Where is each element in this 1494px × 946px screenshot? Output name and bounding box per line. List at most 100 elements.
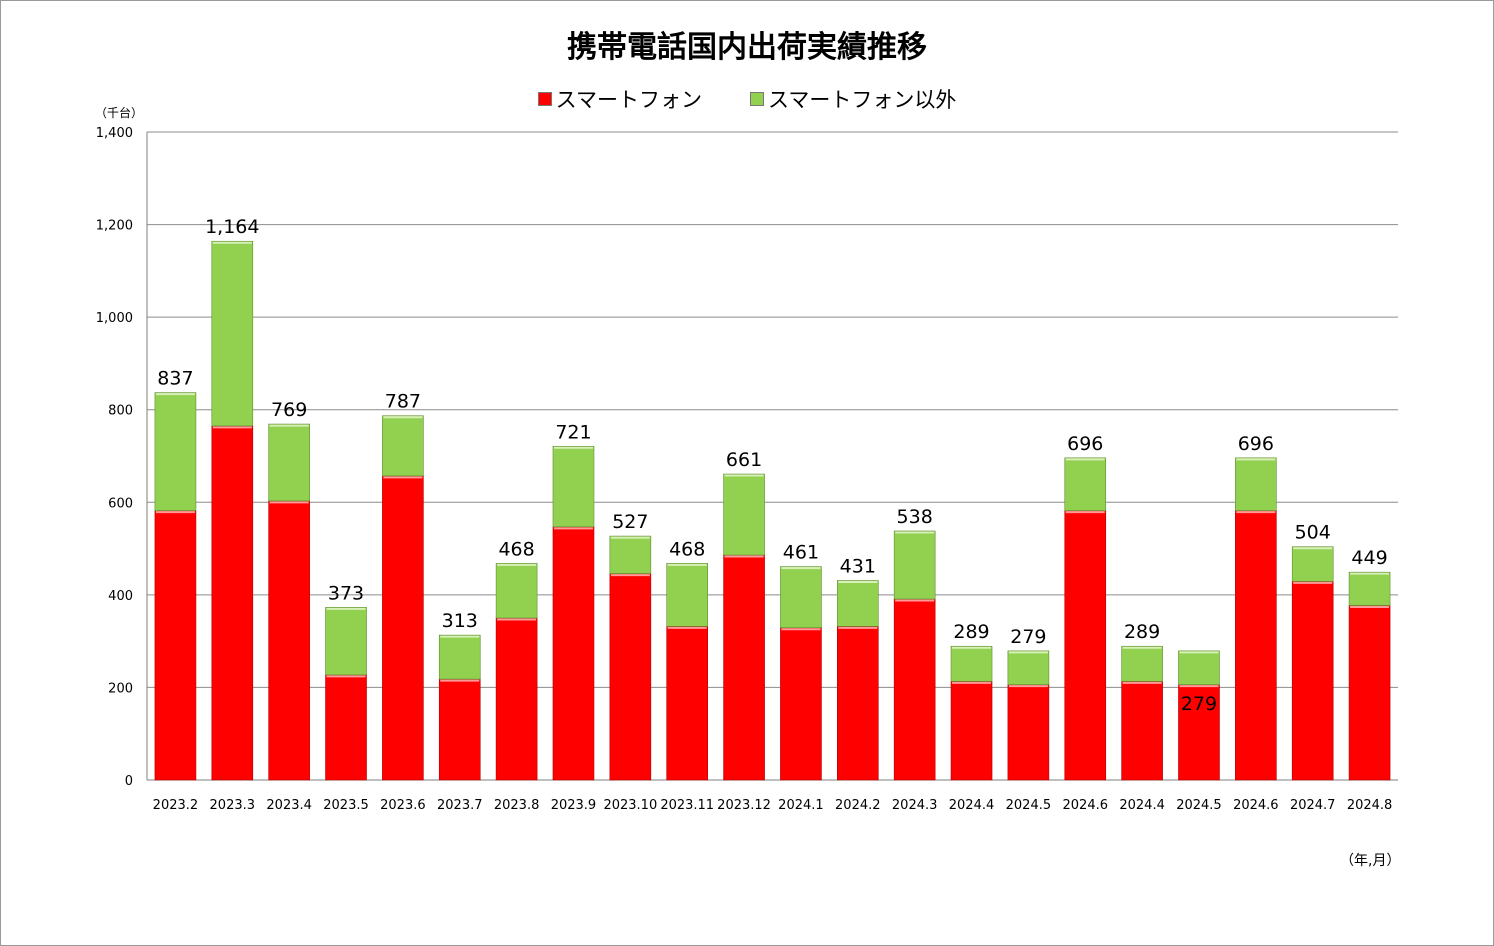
y-tick-label: 0 (125, 774, 133, 789)
data-label-total: 468 (498, 538, 534, 560)
bar-segment-smartphone (495, 617, 538, 781)
x-tick-label: 2023.11 (660, 798, 714, 813)
y-tick-label: 1,200 (96, 219, 133, 234)
bar-segment-smartphone (1007, 684, 1050, 781)
bar-segment-non-smartphone (836, 580, 879, 627)
legend-swatch-non-smartphone (750, 92, 764, 106)
data-label-total: 527 (612, 511, 648, 533)
bar-segment-smartphone (438, 678, 481, 781)
x-tick-label: 2023.10 (603, 798, 657, 813)
x-tick-label: 2023.6 (380, 798, 426, 813)
data-label-total: 837 (157, 368, 193, 390)
data-label-total: 696 (1238, 433, 1274, 455)
y-axis-unit-label: （千台） (95, 106, 144, 120)
x-tick-label: 2023.7 (437, 798, 483, 813)
bar-segment-non-smartphone (1007, 650, 1050, 685)
bar-segment-non-smartphone (1178, 650, 1220, 685)
bar-segment-smartphone (1121, 681, 1163, 781)
x-tick-label: 2024.5 (1176, 798, 1222, 813)
x-tick-label: 2024.8 (1347, 798, 1393, 813)
bar-segment-smartphone (154, 510, 197, 781)
bar-segment-smartphone (1291, 581, 1334, 781)
bar-segment-smartphone (836, 626, 879, 781)
legend-swatch-smartphone (537, 92, 552, 106)
bar-segment-non-smartphone (552, 445, 595, 528)
bar-segment-smartphone (1064, 510, 1107, 781)
y-tick-label: 600 (108, 496, 133, 511)
bar-segment-smartphone (382, 475, 424, 781)
bar-segment-non-smartphone (780, 566, 822, 629)
bar-segment-non-smartphone (211, 240, 254, 427)
x-tick-label: 2024.3 (892, 798, 938, 813)
data-label-total: 468 (669, 538, 705, 560)
x-tick-label: 2023.3 (210, 798, 256, 813)
x-tick-label: 2024.5 (1006, 798, 1052, 813)
data-label-total: 1,164 (205, 216, 259, 238)
x-tick-label: 2023.5 (323, 798, 369, 813)
data-label-total: 661 (726, 449, 762, 471)
bar-segment-non-smartphone (666, 563, 709, 627)
data-label-total: 289 (1124, 621, 1160, 643)
x-tick-label: 2024.4 (1119, 798, 1165, 813)
chart-title: 携帯電話国内出荷実績推移 (567, 30, 927, 65)
data-label-total: 279 (1181, 693, 1217, 715)
bar-segment-non-smartphone (382, 415, 424, 477)
x-tick-label: 2023.8 (494, 798, 540, 813)
x-tick-label: 2024.4 (949, 798, 995, 813)
data-label-total: 538 (897, 506, 933, 528)
bar-segment-non-smartphone (893, 530, 936, 600)
y-tick-label: 1,400 (96, 126, 133, 141)
bar-segment-non-smartphone (268, 423, 310, 502)
bar-segment-non-smartphone (609, 535, 652, 574)
bar-segment-smartphone (609, 573, 652, 781)
bar-segment-non-smartphone (1121, 645, 1163, 682)
bar-segment-non-smartphone (1348, 571, 1391, 606)
y-tick-label: 400 (108, 589, 133, 604)
x-axis-unit-label: （年,月） (1340, 853, 1401, 869)
x-tick-label: 2024.1 (778, 798, 824, 813)
bar-segment-non-smartphone (1235, 457, 1277, 511)
legend: スマートフォン スマートフォン以外 (0, 84, 1494, 114)
bar-segment-smartphone (893, 598, 936, 781)
bar-segment-smartphone (211, 425, 254, 781)
bar-segment-smartphone (1178, 684, 1220, 781)
data-label-total: 504 (1295, 522, 1331, 544)
bar-segment-non-smartphone (1064, 457, 1107, 511)
data-label-total: 373 (328, 582, 364, 604)
bar-segment-smartphone (723, 554, 765, 781)
x-tick-label: 2024.6 (1063, 798, 1109, 813)
legend-label-non-smartphone: スマートフォン以外 (768, 88, 957, 112)
bar-segment-non-smartphone (1291, 546, 1334, 582)
x-tick-label: 2023.4 (266, 798, 312, 813)
bar-segment-smartphone (780, 627, 822, 781)
bar-segment-smartphone (950, 681, 993, 781)
data-label-total: 449 (1351, 547, 1387, 569)
data-label-total: 721 (555, 421, 591, 443)
data-label-total: 461 (783, 542, 819, 564)
x-tick-label: 2023.12 (717, 798, 771, 813)
bar-segment-non-smartphone (154, 392, 197, 511)
x-tick-label: 2023.2 (153, 798, 199, 813)
y-tick-label: 800 (108, 404, 133, 419)
bar-segment-smartphone (1235, 510, 1277, 781)
legend-item-non-smartphone: スマートフォン以外 (750, 84, 956, 114)
bar-segment-non-smartphone (325, 607, 367, 676)
data-label-total: 279 (1010, 626, 1046, 648)
y-tick-label: 1,000 (96, 311, 133, 326)
bar-segment-non-smartphone (495, 563, 538, 619)
x-tick-label: 2024.6 (1233, 798, 1279, 813)
x-tick-label: 2024.7 (1290, 798, 1336, 813)
bar-segment-smartphone (325, 674, 367, 781)
bar-segment-smartphone (666, 626, 709, 781)
bar-segment-non-smartphone (438, 634, 481, 680)
x-tick-label: 2023.9 (551, 798, 597, 813)
x-tick-label: 2024.2 (835, 798, 881, 813)
y-tick-label: 200 (108, 681, 133, 696)
data-label-total: 787 (385, 391, 421, 413)
bar-segment-non-smartphone (723, 473, 765, 556)
bar-segment-smartphone (268, 500, 310, 781)
data-label-total: 696 (1067, 433, 1103, 455)
bar-segment-smartphone (552, 526, 595, 781)
bar-segment-smartphone (1348, 605, 1391, 781)
